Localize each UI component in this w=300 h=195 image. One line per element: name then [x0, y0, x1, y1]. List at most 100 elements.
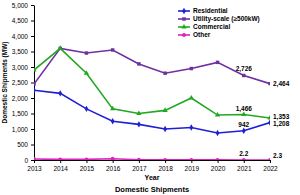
x-tick-mark	[139, 160, 140, 163]
y-tick: 3,500	[12, 48, 34, 55]
y-tick: 1,000	[12, 126, 34, 133]
series-marker	[58, 90, 62, 96]
data-label: 2.3	[273, 152, 282, 159]
series-marker	[189, 158, 193, 160]
series-marker	[189, 95, 194, 100]
x-tick: 2022	[263, 160, 278, 172]
series-line	[34, 48, 270, 84]
chart: 05001,0001,5002,0002,5003,0003,5004,0004…	[0, 0, 300, 195]
data-label: 2,726	[236, 65, 253, 73]
series-marker	[58, 157, 62, 160]
series-marker	[267, 115, 270, 120]
series-marker	[85, 51, 88, 54]
plot: 05001,0001,5002,0002,5003,0003,5004,0004…	[12, 2, 290, 172]
data-label: 1,208	[273, 120, 290, 128]
x-tick-label: 2018	[158, 165, 173, 172]
y-tick-mark	[31, 145, 34, 146]
data-label: 942	[238, 121, 249, 128]
y-tick: 5,000	[12, 2, 34, 9]
series-marker	[163, 158, 167, 160]
series-marker	[137, 158, 141, 160]
x-tick-mark	[191, 160, 192, 163]
legend-item: Other	[178, 31, 211, 38]
legend-label: Commercial	[193, 23, 230, 30]
x-tick-mark	[165, 160, 166, 163]
series-line	[34, 48, 270, 118]
legend-item: Residential	[178, 7, 228, 14]
legend: ResidentialUtility-scale (≥500kW)Commerc…	[178, 7, 260, 38]
x-tick: 2018	[158, 160, 173, 172]
y-tick-mark	[31, 67, 34, 68]
y-tick-mark	[31, 21, 34, 22]
x-tick: 2013	[27, 160, 42, 172]
series-line	[34, 159, 270, 160]
x-tick-mark	[270, 160, 271, 163]
chart-title: Domestic Shipments	[115, 185, 189, 194]
data-label: 2,464	[273, 80, 290, 88]
x-tick: 2021	[237, 160, 252, 172]
series-marker	[34, 87, 36, 93]
x-tick-label: 2020	[211, 165, 226, 172]
series-marker	[163, 71, 166, 74]
y-tick-label: 500	[17, 141, 28, 148]
y-tick-mark	[31, 83, 34, 84]
x-tick-label: 2014	[53, 165, 68, 172]
series-marker	[136, 110, 141, 115]
x-tick-label: 2015	[80, 165, 95, 172]
series-marker	[34, 67, 37, 72]
series-marker	[111, 118, 115, 124]
data-label: 1,353	[273, 113, 290, 121]
series-marker	[34, 82, 36, 85]
x-tick-mark	[218, 160, 219, 163]
y-tick-mark	[31, 98, 34, 99]
y-tick-label: 2,500	[12, 79, 29, 86]
legend-item: Commercial	[178, 23, 230, 30]
data-label: 1,466	[236, 105, 253, 113]
series-marker	[137, 62, 140, 65]
series-marker	[268, 82, 270, 85]
y-tick-mark	[31, 160, 34, 161]
x-axis: 2013201420152016201720182019202020212022	[27, 160, 278, 172]
x-tick-label: 2016	[106, 165, 121, 172]
series-marker	[242, 158, 246, 160]
series-marker	[189, 124, 193, 130]
y-tick-mark	[31, 5, 34, 6]
series-marker	[111, 48, 114, 51]
series-marker	[84, 70, 89, 75]
y-tick-mark	[31, 114, 34, 115]
y-tick: 500	[17, 141, 34, 148]
x-tick: 2020	[211, 160, 226, 172]
x-tick-mark	[34, 160, 35, 163]
x-tick-label: 2013	[27, 165, 42, 172]
legend-marker	[182, 33, 186, 37]
series-group	[34, 45, 270, 160]
legend-marker	[182, 8, 186, 14]
legend-label: Residential	[193, 7, 228, 14]
y-axis: 05001,0001,5002,0002,5003,0003,5004,0004…	[12, 2, 35, 164]
series-marker	[216, 61, 219, 64]
x-axis-title: Year	[145, 174, 160, 181]
series-marker	[163, 126, 167, 132]
series-marker	[58, 45, 63, 50]
series-marker	[162, 107, 167, 112]
y-tick-mark	[31, 52, 34, 53]
legend-label: Other	[193, 31, 211, 38]
series-marker	[241, 112, 246, 117]
series-marker	[216, 130, 220, 136]
y-tick-label: 0	[24, 157, 28, 164]
y-tick-label: 4,500	[12, 17, 29, 24]
series-marker	[110, 106, 115, 111]
legend-label: Utility-scale (≥500kW)	[193, 15, 260, 23]
y-tick-label: 3,500	[12, 48, 29, 55]
y-tick-label: 3,000	[12, 64, 29, 71]
y-tick: 4,000	[12, 33, 34, 40]
series-marker	[85, 106, 89, 112]
legend-marker	[182, 17, 185, 20]
series-marker	[268, 119, 270, 125]
series-marker	[216, 158, 220, 160]
y-tick: 4,500	[12, 17, 34, 24]
y-tick-label: 5,000	[12, 2, 29, 9]
series-marker	[111, 157, 115, 160]
y-tick: 1,500	[12, 110, 34, 117]
legend-marker	[181, 24, 186, 29]
